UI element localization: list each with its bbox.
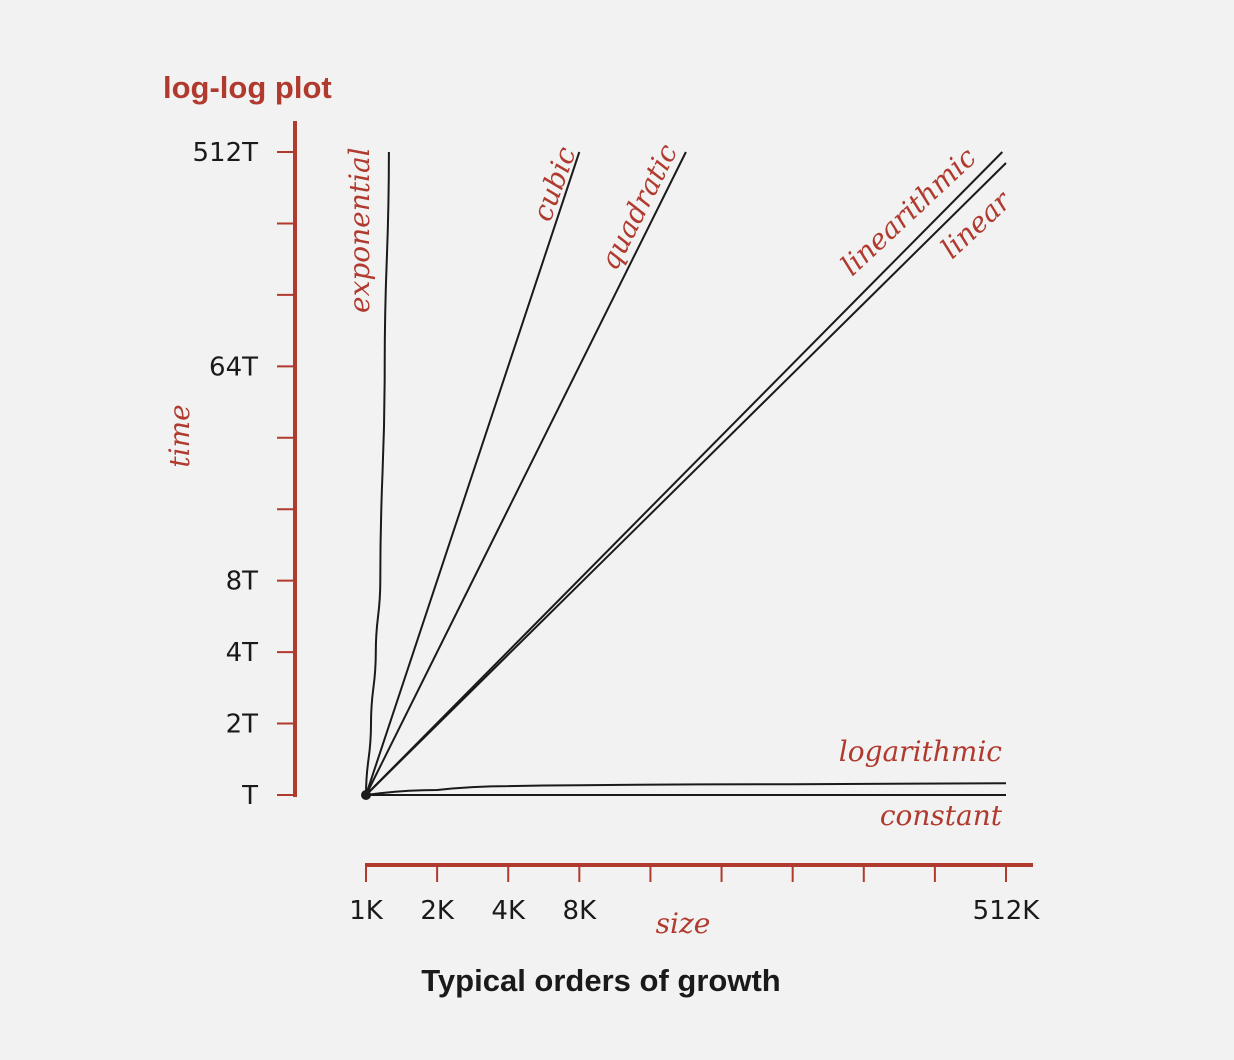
origin-point: [361, 790, 371, 800]
series-line-exponential: [365, 151, 390, 796]
label-logarithmic: logarithmic: [839, 735, 1003, 768]
label-cubic: cubic: [526, 142, 583, 225]
x-tick-label: 1K: [349, 896, 384, 926]
label-constant: constant: [880, 799, 1003, 832]
series-line-linear: [365, 162, 1007, 796]
chart-title: log-log plot: [163, 70, 332, 105]
series-curves: [365, 151, 1007, 796]
y-tick-label: 64T: [209, 352, 258, 382]
y-tick-label: 2T: [226, 710, 259, 740]
label-exponential: exponential: [343, 147, 376, 313]
series-line-cubic: [365, 151, 581, 796]
chart-caption: Typical orders of growth: [421, 963, 780, 998]
y-axis-label: time: [163, 404, 196, 467]
y-ticks: T 2T 4T 8T 64T 512T: [192, 138, 295, 811]
x-tick-label: 512K: [973, 896, 1041, 926]
x-axis-label: size: [656, 907, 711, 940]
label-quadratic: quadratic: [593, 138, 685, 275]
x-tick-label: 4K: [491, 896, 526, 926]
y-tick-label: 512T: [192, 138, 258, 168]
x-tick-label: 8K: [563, 896, 598, 926]
x-ticks: 1K 2K 4K 8K 512K: [349, 865, 1040, 926]
series-line-quadratic: [365, 151, 687, 796]
series-line-logarithmic: [365, 782, 1007, 796]
series-line-linearithmic: [365, 151, 1004, 796]
x-tick-label: 2K: [420, 896, 455, 926]
y-tick-label: 4T: [226, 638, 259, 668]
y-tick-label: 8T: [226, 567, 259, 597]
y-tick-label: T: [241, 781, 258, 811]
